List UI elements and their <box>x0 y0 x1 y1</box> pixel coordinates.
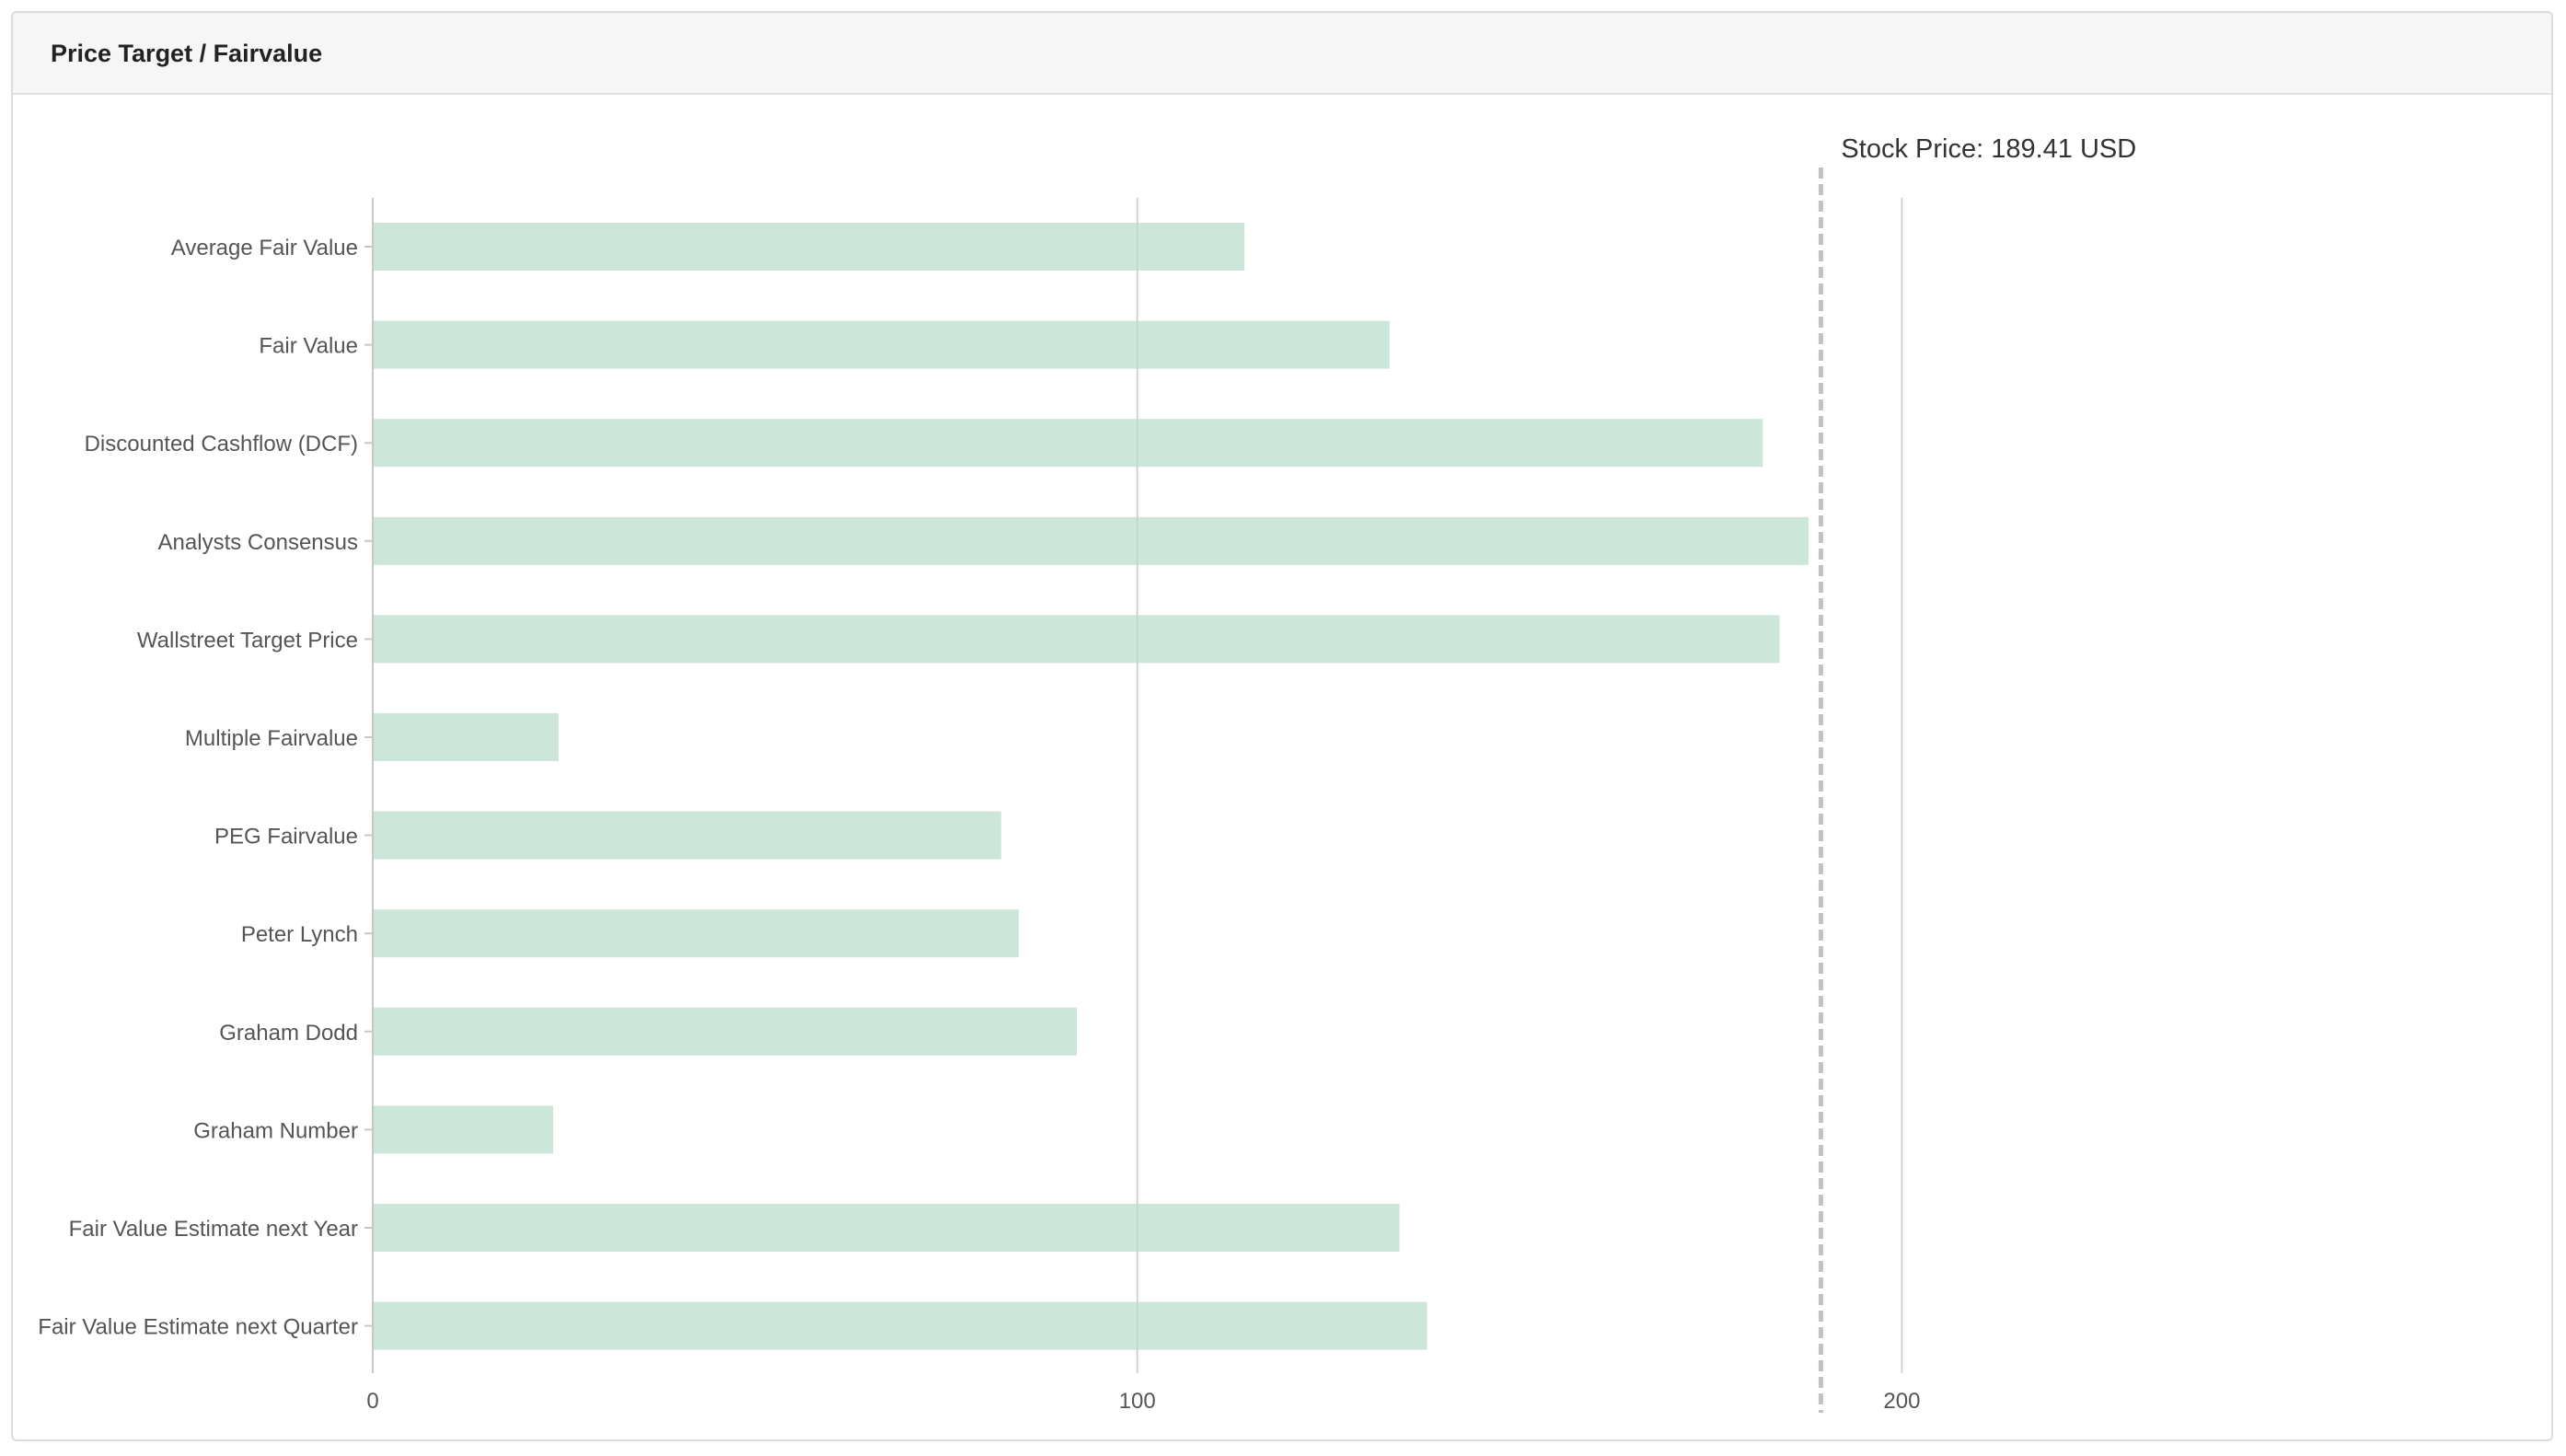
category-label: PEG Fairvalue <box>214 825 358 849</box>
x-tick-label: 100 <box>1119 1389 1156 1414</box>
stock-price-label: Stock Price: 189.41 USD <box>1841 134 2136 164</box>
bar[interactable] <box>373 223 1244 271</box>
category-label: Graham Number <box>193 1118 358 1143</box>
bar[interactable] <box>373 419 1763 468</box>
x-tick-label: 0 <box>366 1389 378 1414</box>
bar[interactable] <box>373 1301 1427 1350</box>
category-label: Multiple Fairvalue <box>185 726 358 751</box>
bar[interactable] <box>373 516 1809 565</box>
category-label: Average Fair Value <box>171 236 358 260</box>
category-label: Fair Value <box>259 334 358 359</box>
card-header: Price Target / Fairvalue <box>13 13 2551 95</box>
bar[interactable] <box>373 1204 1400 1252</box>
category-label: Wallstreet Target Price <box>137 628 358 653</box>
category-label: Fair Value Estimate next Quarter <box>38 1315 358 1340</box>
category-label: Graham Dodd <box>219 1021 358 1046</box>
card-title: Price Target / Fairvalue <box>51 40 323 67</box>
bar[interactable] <box>373 320 1390 369</box>
category-label: Fair Value Estimate next Year <box>69 1217 358 1242</box>
bar[interactable] <box>373 713 559 761</box>
bar[interactable] <box>373 909 1019 958</box>
bar[interactable] <box>373 1105 554 1154</box>
category-label: Discounted Cashflow (DCF) <box>85 432 358 456</box>
category-label: Analysts Consensus <box>158 530 358 555</box>
bar[interactable] <box>373 615 1780 664</box>
category-label: Peter Lynch <box>241 922 358 947</box>
x-tick-label: 200 <box>1883 1389 1920 1414</box>
bar[interactable] <box>373 1007 1078 1056</box>
bar[interactable] <box>373 811 1001 860</box>
